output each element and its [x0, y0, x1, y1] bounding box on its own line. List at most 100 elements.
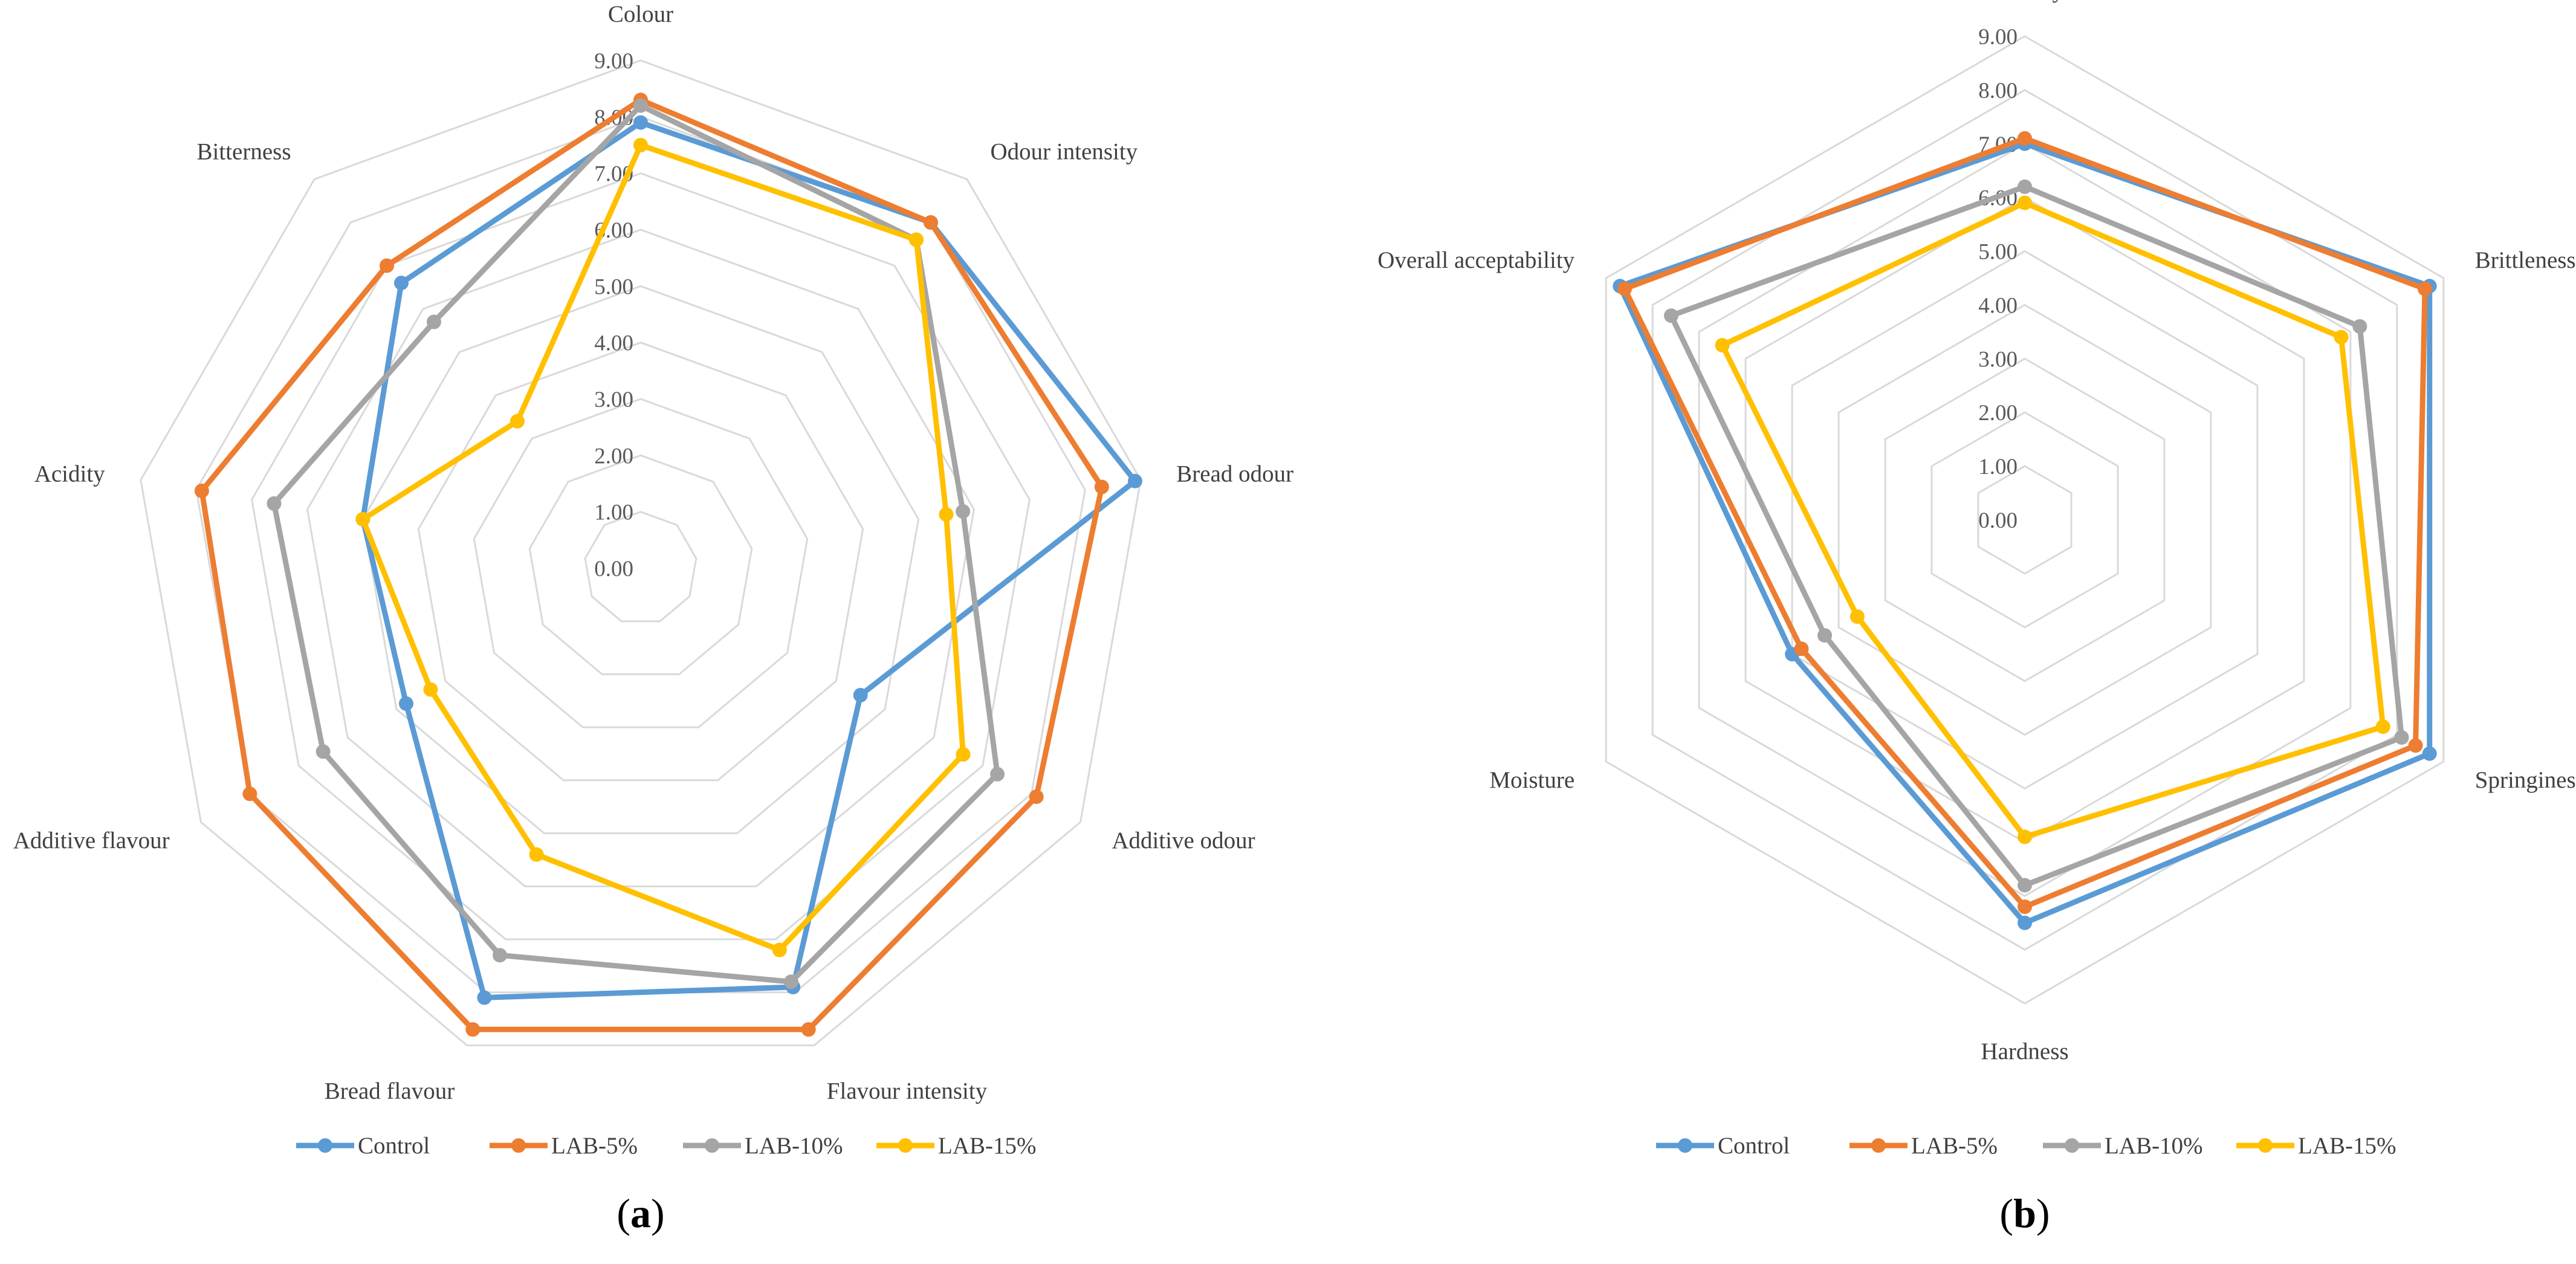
series-line-lab-10pct: [1668, 184, 2404, 888]
panel-label: (a): [616, 1190, 664, 1236]
legend-marker-lab-15pct: [898, 1138, 913, 1153]
series-line-lab-10pct: [271, 103, 1000, 985]
data-point-lab-5pct-porosity: [2018, 131, 2032, 146]
axis-label-additive-flavour: Additive flavour: [13, 828, 170, 854]
data-point-lab-5pct-brittleness: [2418, 281, 2432, 296]
series-line-control: [360, 120, 1138, 1000]
data-point-lab-5pct-acidity: [194, 484, 209, 498]
data-point-lab-10pct-bread-flavour: [493, 948, 507, 963]
tick-label: 3.00: [594, 387, 633, 412]
data-point-lab-5pct-flavour-intensity: [801, 1022, 816, 1037]
legend-label-lab-10pct: LAB-10%: [2105, 1133, 2202, 1159]
axis-label-springiness: Springiness: [2475, 767, 2576, 793]
grid: [140, 59, 1142, 1046]
tick-label: 4.00: [1978, 293, 2018, 318]
data-point-lab-15pct-bitterness: [510, 413, 525, 429]
panel-label: (b): [1999, 1190, 2050, 1236]
data-point-lab-10pct-moisture: [1817, 628, 1832, 643]
data-point-lab-10pct-springiness: [2394, 730, 2409, 745]
axis-label-brittleness: Brittleness: [2475, 247, 2576, 273]
series-lab-10pct: [267, 98, 1005, 990]
series-line-lab-15pct: [360, 142, 966, 953]
legend-marker-lab-10pct: [2065, 1138, 2079, 1153]
series-lab-10pct: [1664, 179, 2409, 893]
data-point-lab-15pct-bread-odour: [939, 507, 954, 522]
axis-label-porosity: Porosity: [1985, 0, 2065, 3]
legend-marker-control: [1678, 1138, 1692, 1153]
legend-label-control: Control: [358, 1133, 430, 1159]
data-point-lab-10pct-additive-flavour: [316, 744, 331, 759]
data-point-lab-10pct-porosity: [2018, 179, 2032, 194]
data-point-lab-15pct-moisture: [1849, 609, 1865, 624]
series-lab-5pct: [194, 92, 1109, 1037]
legend-label-lab-10pct: LAB-10%: [745, 1133, 843, 1159]
gridline-2: [528, 454, 753, 675]
tick-label: 5.00: [594, 274, 633, 299]
axis-label-moisture: Moisture: [1489, 767, 1574, 793]
data-point-lab-15pct-overall-acceptability: [1715, 338, 1730, 353]
tick-label: 2.00: [1978, 401, 2018, 426]
tick-label: 0.00: [594, 557, 633, 582]
gridline-5: [361, 285, 920, 834]
gridline-9: [140, 59, 1142, 1046]
legend: Control LAB-5% LAB-10% LAB-15%: [1656, 1133, 2396, 1159]
data-point-lab-15pct-porosity: [2018, 195, 2032, 210]
legend-label-lab-5pct: LAB-5%: [1911, 1133, 1998, 1159]
data-point-lab-10pct-hardness: [2018, 878, 2032, 893]
gridline-3: [473, 398, 809, 728]
tick-label: 0.00: [1978, 508, 2018, 533]
gridline-9: [1605, 35, 2445, 1005]
data-point-lab-10pct-brittleness: [2352, 319, 2367, 334]
legend-label-control: Control: [1718, 1133, 1790, 1159]
data-point-lab-5pct-springiness: [2408, 738, 2423, 753]
series-line-lab-15pct: [1720, 200, 2386, 840]
data-point-lab-5pct-bread-flavour: [465, 1022, 481, 1037]
legend-label-lab-15pct: LAB-15%: [938, 1133, 1036, 1159]
data-point-lab-15pct-springiness: [2375, 719, 2390, 734]
data-point-lab-10pct-additive-odour: [990, 767, 1005, 782]
tick-label: 3.00: [1978, 347, 2018, 372]
axis-label-bitterness: Bitterness: [197, 139, 291, 165]
gridline-6: [306, 228, 976, 887]
data-point-control-bread-flavour: [477, 990, 492, 1005]
data-point-lab-10pct-bitterness: [427, 314, 441, 329]
axis-label-additive-odour: Additive odour: [1112, 828, 1255, 854]
data-point-control-additive-odour: [853, 688, 868, 702]
legend-marker-control: [318, 1138, 332, 1153]
data-point-lab-15pct-additive-flavour: [423, 682, 438, 697]
legend-label-lab-5pct: LAB-5%: [551, 1133, 638, 1159]
axis-label-colour: Colour: [608, 1, 673, 27]
data-point-lab-10pct-bread-odour: [956, 504, 971, 519]
axis-label-hardness: Hardness: [1981, 1039, 2068, 1065]
data-point-lab-15pct-colour: [633, 138, 648, 152]
axis-label-overall-acceptability: Overall acceptability: [1377, 247, 1574, 273]
legend-marker-lab-15pct: [2258, 1138, 2273, 1153]
axis-label-acidity: Acidity: [34, 461, 105, 487]
axis-label-bread-flavour: Bread flavour: [325, 1078, 455, 1104]
legend-marker-lab-5pct: [1871, 1138, 1886, 1153]
gridline-7: [251, 172, 1031, 941]
tick-label: 9.00: [594, 49, 633, 74]
gridline-4: [417, 342, 864, 782]
data-point-lab-10pct-flavour-intensity: [784, 974, 798, 990]
data-point-control-bread-odour: [1128, 473, 1142, 488]
series-line-lab-5pct: [199, 97, 1105, 1032]
tick-label: 1.00: [594, 501, 633, 525]
series-lab-15pct: [355, 138, 971, 958]
data-point-lab-15pct-brittleness: [2334, 329, 2349, 345]
series-line-control: [1617, 141, 2433, 926]
axis-label-bread-odour: Bread odour: [1176, 461, 1293, 487]
tick-label: 1.00: [1978, 455, 2018, 479]
tick-label: 9.00: [1978, 25, 2018, 50]
data-point-lab-10pct-colour: [633, 98, 648, 113]
tick-label: 4.00: [594, 331, 633, 356]
data-point-lab-10pct-acidity: [267, 496, 282, 511]
legend: Control LAB-5% LAB-10% LAB-15%: [296, 1133, 1036, 1159]
data-point-lab-15pct-bread-flavour: [529, 847, 544, 862]
legend-label-lab-15pct: LAB-15%: [2298, 1133, 2396, 1159]
data-point-lab-5pct-bitterness: [380, 258, 394, 273]
data-point-lab-15pct-additive-odour: [956, 747, 971, 762]
axis-label-odour-intensity: Odour intensity: [991, 139, 1138, 165]
gridline-1: [1977, 465, 2073, 575]
